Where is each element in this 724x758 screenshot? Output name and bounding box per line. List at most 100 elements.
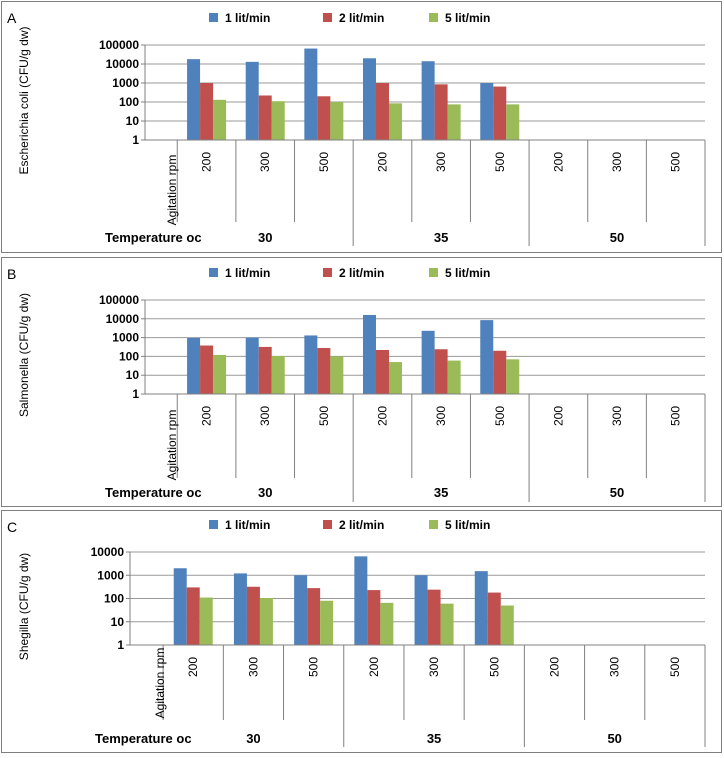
y-tick-label: 10	[126, 114, 140, 128]
y-tick-label: 100	[119, 349, 139, 363]
bar-2	[427, 589, 441, 645]
bar-1	[480, 320, 494, 394]
bar-3	[388, 103, 402, 140]
legend-swatch-1	[209, 268, 218, 277]
bar-3	[330, 356, 344, 394]
x-tick-label: 200	[547, 657, 561, 677]
bar-1	[421, 330, 435, 394]
bar-1	[362, 314, 376, 394]
bar-3	[440, 603, 454, 645]
bar-2	[375, 83, 389, 140]
x-tick-label: 300	[258, 406, 272, 426]
bar-2	[200, 345, 214, 394]
bar-1	[474, 571, 488, 645]
x-tick-label: 300	[434, 406, 448, 426]
legend-label-2: 2 lit/min	[339, 11, 384, 25]
agitation-label: Agitation rpm	[153, 648, 167, 719]
legend-label-3: 5 lit/min	[445, 11, 490, 25]
y-tick-label: 1	[132, 133, 139, 147]
y-tick-label: 10000	[91, 545, 125, 559]
bar-3	[447, 104, 461, 140]
x-tick-label: 300	[608, 657, 622, 677]
y-tick-label: 100000	[99, 38, 139, 52]
bar-2	[493, 350, 507, 394]
bar-3	[388, 362, 402, 394]
bar-2	[367, 590, 381, 645]
agitation-label: Agitation rpm	[165, 155, 179, 226]
x-tick-label: 500	[317, 406, 331, 426]
x-tick-label: 500	[669, 152, 683, 172]
bar-1	[362, 58, 376, 141]
x-tick-label: 200	[375, 152, 389, 172]
bar-1	[245, 337, 259, 394]
y-tick-label: 10	[126, 368, 140, 382]
bar-1	[233, 573, 247, 645]
x-tick-label: 200	[200, 152, 214, 172]
bar-1	[187, 338, 201, 394]
panel-frame	[1, 257, 722, 507]
legend-label-1: 1 lit/min	[225, 11, 270, 25]
bar-2	[186, 587, 200, 645]
legend-label-2: 2 lit/min	[339, 518, 384, 532]
bar-2	[487, 592, 501, 645]
y-tick-label: 1000	[112, 76, 139, 90]
temperature-group-label: 30	[258, 485, 272, 500]
bar-1	[421, 61, 435, 140]
temperature-label: Temperature oc	[95, 731, 192, 746]
legend-swatch-2	[323, 520, 332, 529]
bar-3	[330, 102, 344, 140]
panel-label: C	[7, 519, 17, 535]
y-axis-label: Salmonella (CFU/g dw)	[17, 293, 31, 417]
y-axis-label: Escherichia coli (CFU/g dw)	[17, 26, 31, 174]
panel-label: B	[7, 266, 16, 282]
legend-label-3: 5 lit/min	[445, 266, 490, 280]
legend-swatch-2	[323, 13, 332, 22]
chart-panel-b: B 1 lit/min 2 lit/min 5 lit/min 1 10 100 1000 10…	[1, 257, 722, 507]
y-tick-label: 1	[132, 387, 139, 401]
legend-label-1: 1 lit/min	[225, 266, 270, 280]
bar-2	[307, 588, 321, 645]
x-tick-label: 500	[493, 152, 507, 172]
bar-3	[380, 602, 394, 645]
bar-3	[213, 354, 227, 394]
legend-label-3: 5 lit/min	[445, 518, 490, 532]
bar-3	[259, 598, 273, 645]
y-tick-label: 100	[119, 95, 139, 109]
bar-2	[493, 86, 507, 140]
legend-label-2: 2 lit/min	[339, 266, 384, 280]
bar-1	[304, 335, 318, 394]
x-tick-label: 500	[669, 406, 683, 426]
x-tick-label: 300	[610, 406, 624, 426]
bar-3	[506, 359, 520, 394]
bar-1	[304, 48, 318, 141]
x-tick-label: 500	[487, 657, 501, 677]
legend-swatch-3	[429, 520, 438, 529]
x-tick-label: 200	[367, 657, 381, 677]
temperature-group-label: 30	[258, 230, 272, 245]
temperature-label: Temperature oc	[105, 485, 202, 500]
y-tick-label: 10	[111, 615, 125, 629]
y-tick-label: 100	[104, 592, 124, 606]
bar-2	[317, 347, 331, 394]
bar-1	[187, 59, 201, 140]
legend-swatch-2	[323, 268, 332, 277]
panel-frame	[1, 1, 722, 253]
panel-label: A	[7, 10, 17, 26]
temperature-group-label: 35	[427, 731, 441, 746]
legend-label-1: 1 lit/min	[225, 518, 270, 532]
legend-swatch-3	[429, 268, 438, 277]
temperature-group-label: 30	[246, 731, 260, 746]
temperature-label: Temperature oc	[105, 230, 202, 245]
bar-3	[271, 101, 285, 140]
y-tick-label: 100000	[99, 293, 139, 307]
temperature-group-label: 50	[607, 731, 621, 746]
x-tick-label: 200	[551, 152, 565, 172]
x-tick-label: 300	[610, 152, 624, 172]
bar-3	[213, 99, 227, 140]
x-tick-label: 300	[246, 657, 260, 677]
temperature-group-label: 50	[610, 485, 624, 500]
y-tick-label: 1000	[97, 568, 124, 582]
x-tick-label: 500	[493, 406, 507, 426]
bar-2	[434, 349, 448, 394]
